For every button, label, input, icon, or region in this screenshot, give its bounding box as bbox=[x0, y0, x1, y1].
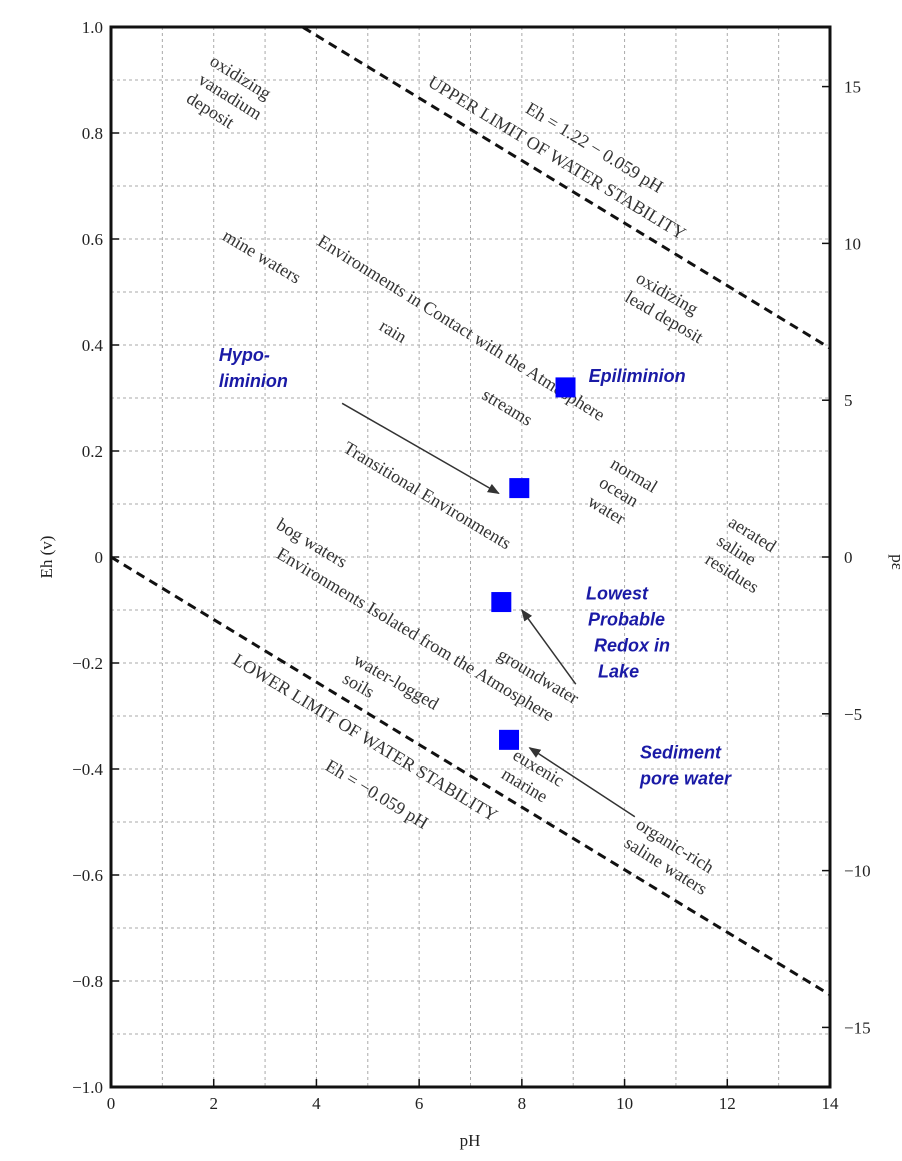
zone-label: aeratedsalineresidues bbox=[702, 512, 786, 598]
data-point bbox=[491, 592, 512, 613]
y2-axis-title: pε bbox=[888, 554, 902, 570]
annotation-arrow bbox=[528, 747, 636, 818]
zone-label: streams bbox=[479, 384, 536, 429]
x-tick-label: 0 bbox=[107, 1094, 116, 1113]
y-tick-label: 0 bbox=[95, 548, 104, 567]
y-tick-label: −0.2 bbox=[72, 654, 103, 673]
x-tick-label: 4 bbox=[312, 1094, 321, 1113]
zone-label: Transitional Environments bbox=[340, 437, 515, 553]
lower-limit-line bbox=[111, 555, 830, 997]
zone-label: mine waters bbox=[219, 225, 304, 287]
x-tick-label: 12 bbox=[719, 1094, 736, 1113]
y-tick-label: 1.0 bbox=[82, 18, 103, 37]
y2-tick-label: −10 bbox=[844, 862, 871, 881]
y-tick-label: −0.6 bbox=[72, 866, 103, 885]
data-point bbox=[509, 478, 530, 499]
x-tick-label: 14 bbox=[822, 1094, 840, 1113]
annotation-arrow bbox=[521, 609, 577, 685]
y2-tick-label: −5 bbox=[844, 705, 862, 724]
lake-label: Hypo-liminion bbox=[219, 345, 288, 391]
y-tick-label: 0.2 bbox=[82, 442, 103, 461]
annotation-arrows bbox=[341, 402, 636, 818]
x-tick-label: 6 bbox=[415, 1094, 424, 1113]
y2-tick-label: 10 bbox=[844, 234, 861, 253]
y2-tick-label: 0 bbox=[844, 548, 853, 567]
y-tick-label: −0.4 bbox=[72, 760, 103, 779]
water-stability-limits bbox=[111, 27, 830, 997]
lake-label: Epiliminion bbox=[589, 366, 686, 386]
zone-label: rain bbox=[376, 315, 410, 347]
upper-limit-line bbox=[299, 27, 830, 350]
zone-label: normaloceanwater bbox=[584, 453, 661, 534]
y-tick-label: 0.4 bbox=[82, 336, 104, 355]
lower-limit-label: LOWER LIMIT OF WATER STABILITY bbox=[230, 649, 502, 825]
zone-label: oxidizinglead deposit bbox=[622, 268, 718, 348]
lake-label: Sediment pore water bbox=[639, 742, 732, 788]
y-axis-title: Eh (v) bbox=[37, 536, 56, 579]
y-tick-label: 0.8 bbox=[82, 124, 103, 143]
zone-label: oxidizingvanadiumdeposit bbox=[183, 51, 277, 143]
y2-tick-label: −15 bbox=[844, 1018, 871, 1037]
x-axis-title: pH bbox=[460, 1131, 481, 1150]
data-points bbox=[491, 377, 576, 750]
y-tick-label: 0.6 bbox=[82, 230, 103, 249]
axis-ticks: 0 2 4 6 8 10 12 14 1.0 0.8 0.6 0.4 0.2 0 −0.2 −0.4 −0.6 −… bbox=[72, 18, 870, 1113]
y-tick-label: −0.8 bbox=[72, 972, 103, 991]
zone-label: organic-richsaline waters bbox=[621, 814, 723, 899]
y2-tick-label: 5 bbox=[844, 391, 853, 410]
data-point bbox=[499, 729, 520, 750]
x-tick-label: 8 bbox=[518, 1094, 527, 1113]
y2-tick-label: 15 bbox=[844, 78, 861, 97]
grid-lines bbox=[110, 26, 831, 1088]
lake-label: Lowest Probable Redox in Lake bbox=[586, 583, 670, 681]
lake-labels: Epiliminion Hypo-liminion Lowest Probable Re… bbox=[219, 345, 732, 789]
annotation-arrow bbox=[341, 402, 500, 495]
x-tick-label: 2 bbox=[209, 1094, 218, 1113]
data-point bbox=[555, 377, 576, 398]
y-tick-label: −1.0 bbox=[72, 1078, 103, 1097]
x-tick-label: 10 bbox=[616, 1094, 633, 1113]
upper-limit-label: UPPER LIMIT OF WATER STABILITY bbox=[425, 72, 690, 244]
